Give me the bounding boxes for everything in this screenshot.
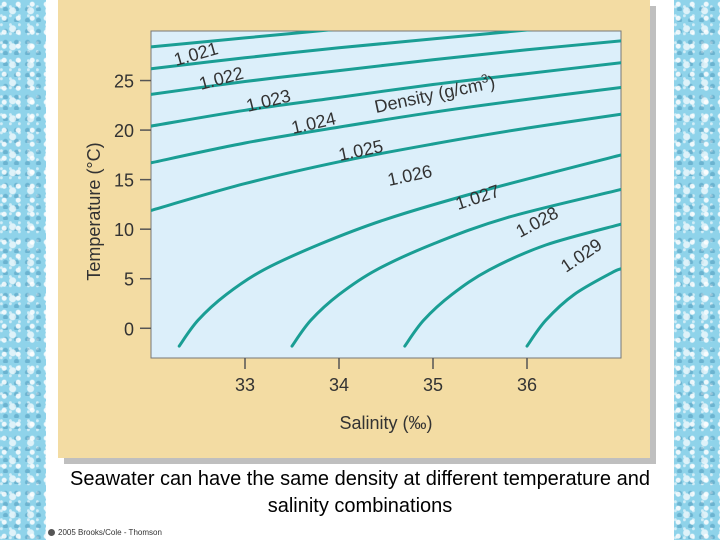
density-curve-1-021 [151,31,334,49]
y-tick-label: 15 [114,171,134,191]
x-tick-label: 36 [517,375,537,395]
copyright-text: 2005 Brooks/Cole - Thomson [58,528,162,537]
density-curve-1-024 [151,61,621,128]
density-curve-1-022 [151,31,533,71]
density-curve-1-023 [151,39,621,96]
x-tick-label: 35 [423,375,443,395]
plot-area [150,30,622,359]
density-curve-1-027 [177,153,621,348]
density-curve-1-030 [525,267,621,348]
density-curve-1-025 [151,86,621,165]
copyright-icon [48,529,55,537]
x-tick-label: 33 [235,375,255,395]
y-tick-label: 0 [124,319,134,339]
density-chart: 0 5 10 15 20 25 33 34 35 36 Salinity (‰) Temperatur… [84,30,622,433]
figure-panel: 0 5 10 15 20 25 33 34 35 36 Salinity (‰) Temperatur… [58,0,650,458]
left-water-border [0,0,46,540]
caption-line-1: Seawater can have the same density at di… [70,468,650,490]
caption-line-2: salinity combinations [267,495,453,517]
y-tick-label: 25 [114,72,134,92]
right-water-border [674,0,720,540]
slide-caption: Seawater can have the same density at di… [0,466,720,520]
density-curve-1-028 [290,188,621,348]
density-curve-1-026 [151,112,621,212]
y-tick-label: 10 [114,220,134,240]
y-tick-label: 20 [114,121,134,141]
y-axis-label: Temperature (°C) [84,142,104,280]
density-curve-1-029 [403,222,621,348]
x-tick-label: 34 [329,375,349,395]
x-axis-label: Salinity (‰) [339,413,432,433]
copyright-notice: 2005 Brooks/Cole - Thomson [48,528,162,537]
y-tick-label: 5 [124,270,134,290]
